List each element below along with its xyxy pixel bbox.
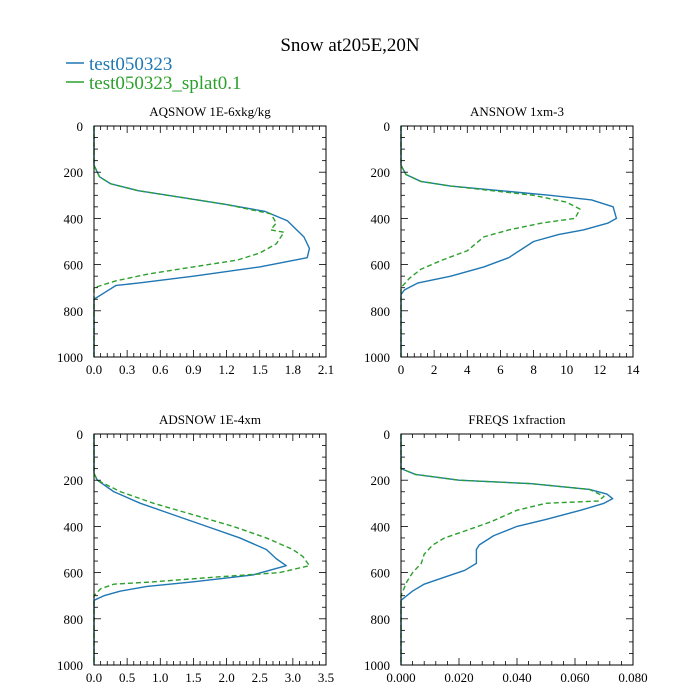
- series-line-freqs-splat0-1: [400, 434, 605, 665]
- x-tick-label-ansnow: 0: [398, 362, 405, 377]
- x-tick-label-ansnow: 8: [530, 362, 537, 377]
- panel-title-aqsnow: AQSNOW 1E-6xkg/kg: [149, 104, 271, 119]
- y-tick-label-freqs: 600: [371, 566, 391, 581]
- plot-frame-freqs: [400, 433, 634, 666]
- y-tick-label-ansnow: 200: [371, 165, 391, 180]
- y-tick-label-adsnow: 800: [64, 612, 84, 627]
- x-tick-label-ansnow: 2: [431, 362, 438, 377]
- panels: AQSNOW 1E-6xkg/kg 0.0 0.3 0.6 0.9 1.2 1.5 1.8 2.…: [57, 104, 648, 685]
- y-tick-label-aqsnow: 600: [64, 258, 84, 273]
- x-tick-label-freqs: 0.020: [444, 670, 473, 685]
- series-line-aqsnow-splat0-1: [93, 126, 285, 357]
- y-tick-label-aqsnow: 800: [64, 304, 84, 319]
- x-tick-label-adsnow: 0.5: [119, 670, 135, 685]
- y-tick-label-aqsnow: 200: [64, 165, 84, 180]
- legend: test050323 test050323_splat0.1: [66, 54, 242, 94]
- series-line-ansnow-test050323: [400, 126, 618, 357]
- x-tick-label-aqsnow: 1.2: [218, 362, 234, 377]
- y-tick-label-freqs: 800: [371, 612, 391, 627]
- series-line-adsnow-splat0-1: [93, 434, 311, 665]
- x-tick-label-ansnow: 10: [560, 362, 573, 377]
- x-tick-label-freqs: 0.080: [618, 670, 647, 685]
- y-tick-label-aqsnow: 0: [77, 119, 84, 134]
- y-tick-label-adsnow: 0: [77, 427, 84, 442]
- x-tick-label-aqsnow: 2.1: [318, 362, 334, 377]
- figure-title: Snow at205E,20N: [280, 35, 420, 56]
- x-tick-label-adsnow: 1.0: [152, 670, 168, 685]
- x-tick-label-ansnow: 12: [593, 362, 606, 377]
- x-tick-label-aqsnow: 0.0: [86, 362, 102, 377]
- plot-frame-aqsnow: [93, 125, 327, 358]
- y-tick-label-freqs: 200: [371, 473, 391, 488]
- y-tick-label-freqs: 400: [371, 519, 391, 534]
- x-tick-label-ansnow: 14: [627, 362, 641, 377]
- plot-frame-ansnow: [400, 125, 634, 358]
- y-tick-label-adsnow: 200: [64, 473, 84, 488]
- x-tick-label-adsnow: 2.5: [252, 670, 268, 685]
- x-tick-label-ansnow: 4: [464, 362, 471, 377]
- x-tick-label-adsnow: 2.0: [218, 670, 234, 685]
- panel-adsnow: ADSNOW 1E-4xm 0.0 0.5 1.0 1.5 2.0 2.5 3.0 3.5 0 20…: [57, 412, 334, 685]
- panel-title-freqs: FREQS 1xfraction: [468, 412, 566, 427]
- y-tick-label-adsnow: 400: [64, 519, 84, 534]
- x-tick-label-ansnow: 6: [497, 362, 504, 377]
- y-tick-label-ansnow: 1000: [364, 350, 390, 365]
- y-tick-label-aqsnow: 400: [64, 211, 84, 226]
- x-tick-label-adsnow: 3.0: [285, 670, 301, 685]
- y-tick-label-freqs: 0: [384, 427, 391, 442]
- y-tick-label-ansnow: 400: [371, 211, 391, 226]
- panel-title-ansnow: ANSNOW 1xm-3: [470, 104, 564, 119]
- panel-title-adsnow: ADSNOW 1E-4xm: [159, 412, 261, 427]
- panel-aqsnow: AQSNOW 1E-6xkg/kg 0.0 0.3 0.6 0.9 1.2 1.5 1.8 2.…: [57, 104, 334, 377]
- x-tick-label-aqsnow: 0.9: [185, 362, 201, 377]
- x-tick-label-aqsnow: 0.3: [119, 362, 135, 377]
- x-tick-label-freqs: 0.060: [560, 670, 589, 685]
- x-tick-label-adsnow: 0.0: [86, 670, 102, 685]
- x-tick-label-aqsnow: 1.8: [285, 362, 301, 377]
- y-tick-label-aqsnow: 1000: [57, 350, 83, 365]
- panel-ansnow: ANSNOW 1xm-3 0 2 4 6 8 10 12 14 0 200 400 600 800 1000: [364, 104, 640, 377]
- series-line-adsnow-test050323: [93, 434, 287, 665]
- x-tick-label-adsnow: 1.5: [185, 670, 201, 685]
- y-tick-label-freqs: 1000: [364, 658, 390, 673]
- series-line-freqs-test050323: [400, 434, 614, 665]
- y-tick-label-ansnow: 0: [384, 119, 391, 134]
- legend-label-splat: test050323_splat0.1: [89, 73, 242, 94]
- plot-frame-adsnow: [93, 433, 327, 666]
- y-tick-label-adsnow: 600: [64, 566, 84, 581]
- series-line-ansnow-splat0-1: [400, 126, 581, 357]
- y-tick-label-ansnow: 800: [371, 304, 391, 319]
- x-tick-label-freqs: 0.000: [386, 670, 415, 685]
- y-tick-label-adsnow: 1000: [57, 658, 83, 673]
- x-tick-label-adsnow: 3.5: [318, 670, 334, 685]
- panel-freqs: FREQS 1xfraction 0.000 0.020 0.040 0.060 0.08…: [364, 412, 648, 685]
- x-tick-label-aqsnow: 0.6: [152, 362, 169, 377]
- x-tick-label-freqs: 0.040: [502, 670, 531, 685]
- y-tick-label-ansnow: 600: [371, 258, 391, 273]
- legend-label-test050323: test050323: [89, 54, 172, 75]
- x-tick-label-aqsnow: 1.5: [252, 362, 268, 377]
